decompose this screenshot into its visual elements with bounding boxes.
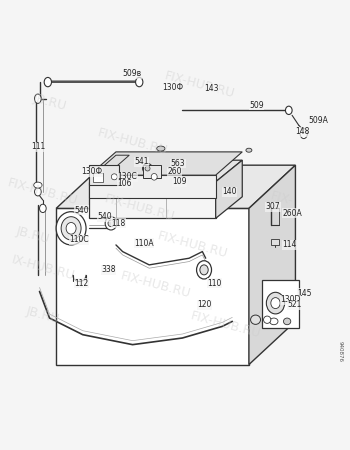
Text: FIX-HUB.RU: FIX-HUB.RU xyxy=(103,193,176,224)
Polygon shape xyxy=(56,208,249,364)
Polygon shape xyxy=(216,160,242,218)
Ellipse shape xyxy=(157,146,165,151)
Ellipse shape xyxy=(61,217,81,240)
Text: 130Ф: 130Ф xyxy=(162,83,184,92)
Ellipse shape xyxy=(197,261,211,279)
Text: FIX-HUB.RU: FIX-HUB.RU xyxy=(189,309,262,340)
Ellipse shape xyxy=(200,265,208,275)
Ellipse shape xyxy=(35,188,41,196)
Ellipse shape xyxy=(264,316,271,324)
Polygon shape xyxy=(89,182,216,218)
Text: 509в: 509в xyxy=(122,69,142,78)
Text: FIX-HUB.RU: FIX-HUB.RU xyxy=(156,230,229,261)
Text: 143: 143 xyxy=(204,84,218,93)
Text: 148: 148 xyxy=(295,127,310,136)
Ellipse shape xyxy=(111,174,117,180)
Text: 509A: 509A xyxy=(309,116,329,125)
Text: 307: 307 xyxy=(266,202,280,211)
Ellipse shape xyxy=(135,77,143,87)
Polygon shape xyxy=(89,175,216,198)
Text: 338: 338 xyxy=(101,266,116,274)
Ellipse shape xyxy=(266,292,285,314)
Polygon shape xyxy=(89,155,129,179)
Polygon shape xyxy=(56,165,295,208)
Text: 563: 563 xyxy=(171,159,186,168)
Ellipse shape xyxy=(151,174,157,180)
Text: 110A: 110A xyxy=(134,239,154,248)
Text: FIX-HUB.RU: FIX-HUB.RU xyxy=(6,176,79,207)
Text: 521: 521 xyxy=(287,300,301,309)
Text: 110C: 110C xyxy=(69,235,89,244)
Text: 106: 106 xyxy=(118,179,132,188)
Text: 509: 509 xyxy=(249,101,264,110)
Text: 145: 145 xyxy=(297,288,312,297)
Polygon shape xyxy=(89,152,242,175)
Text: 541: 541 xyxy=(134,158,149,166)
Text: 118: 118 xyxy=(111,219,125,228)
Ellipse shape xyxy=(35,94,41,104)
Ellipse shape xyxy=(105,217,117,230)
Text: 140: 140 xyxy=(222,187,237,196)
Text: 540: 540 xyxy=(75,206,89,215)
Ellipse shape xyxy=(145,166,150,171)
Ellipse shape xyxy=(246,148,252,152)
Text: IX-HUB.RU: IX-HUB.RU xyxy=(10,253,76,283)
Ellipse shape xyxy=(40,204,46,212)
Text: 109: 109 xyxy=(173,177,187,186)
Polygon shape xyxy=(89,160,242,182)
Polygon shape xyxy=(249,165,295,364)
Text: 130D: 130D xyxy=(280,295,301,304)
Text: 112: 112 xyxy=(75,279,89,288)
Ellipse shape xyxy=(44,77,51,87)
Ellipse shape xyxy=(66,222,76,234)
Ellipse shape xyxy=(251,315,260,324)
Text: 260A: 260A xyxy=(282,209,302,218)
Ellipse shape xyxy=(300,129,307,139)
Ellipse shape xyxy=(34,182,42,188)
Ellipse shape xyxy=(286,106,292,114)
Text: FIX-HUB.RU: FIX-HUB.RU xyxy=(119,269,192,301)
Text: 120: 120 xyxy=(197,300,212,309)
Text: 260: 260 xyxy=(168,167,182,176)
Text: JB.RU: JB.RU xyxy=(32,91,68,113)
Text: FIX-: FIX- xyxy=(269,189,295,208)
Bar xyxy=(271,239,279,245)
Text: 110: 110 xyxy=(207,279,222,288)
Ellipse shape xyxy=(56,212,86,245)
Text: FIX-HUB.RU: FIX-HUB.RU xyxy=(96,126,169,158)
Bar xyxy=(89,165,119,185)
Text: JB.RU: JB.RU xyxy=(25,304,61,325)
Text: 940876: 940876 xyxy=(338,341,343,362)
Bar xyxy=(262,280,299,328)
Text: FIX-HUB.RU: FIX-HUB.RU xyxy=(162,70,236,101)
Text: JB.RU: JB.RU xyxy=(15,224,51,246)
Text: 130C: 130C xyxy=(118,172,138,181)
Text: 130Ф: 130Ф xyxy=(81,167,102,176)
Ellipse shape xyxy=(270,318,278,325)
Text: 111: 111 xyxy=(31,142,46,151)
Ellipse shape xyxy=(108,220,114,227)
Bar xyxy=(142,165,161,179)
Ellipse shape xyxy=(284,318,291,325)
Ellipse shape xyxy=(271,297,280,309)
Text: 114: 114 xyxy=(282,240,296,249)
Bar xyxy=(93,174,103,182)
Ellipse shape xyxy=(142,163,153,174)
Text: 540: 540 xyxy=(98,212,112,221)
